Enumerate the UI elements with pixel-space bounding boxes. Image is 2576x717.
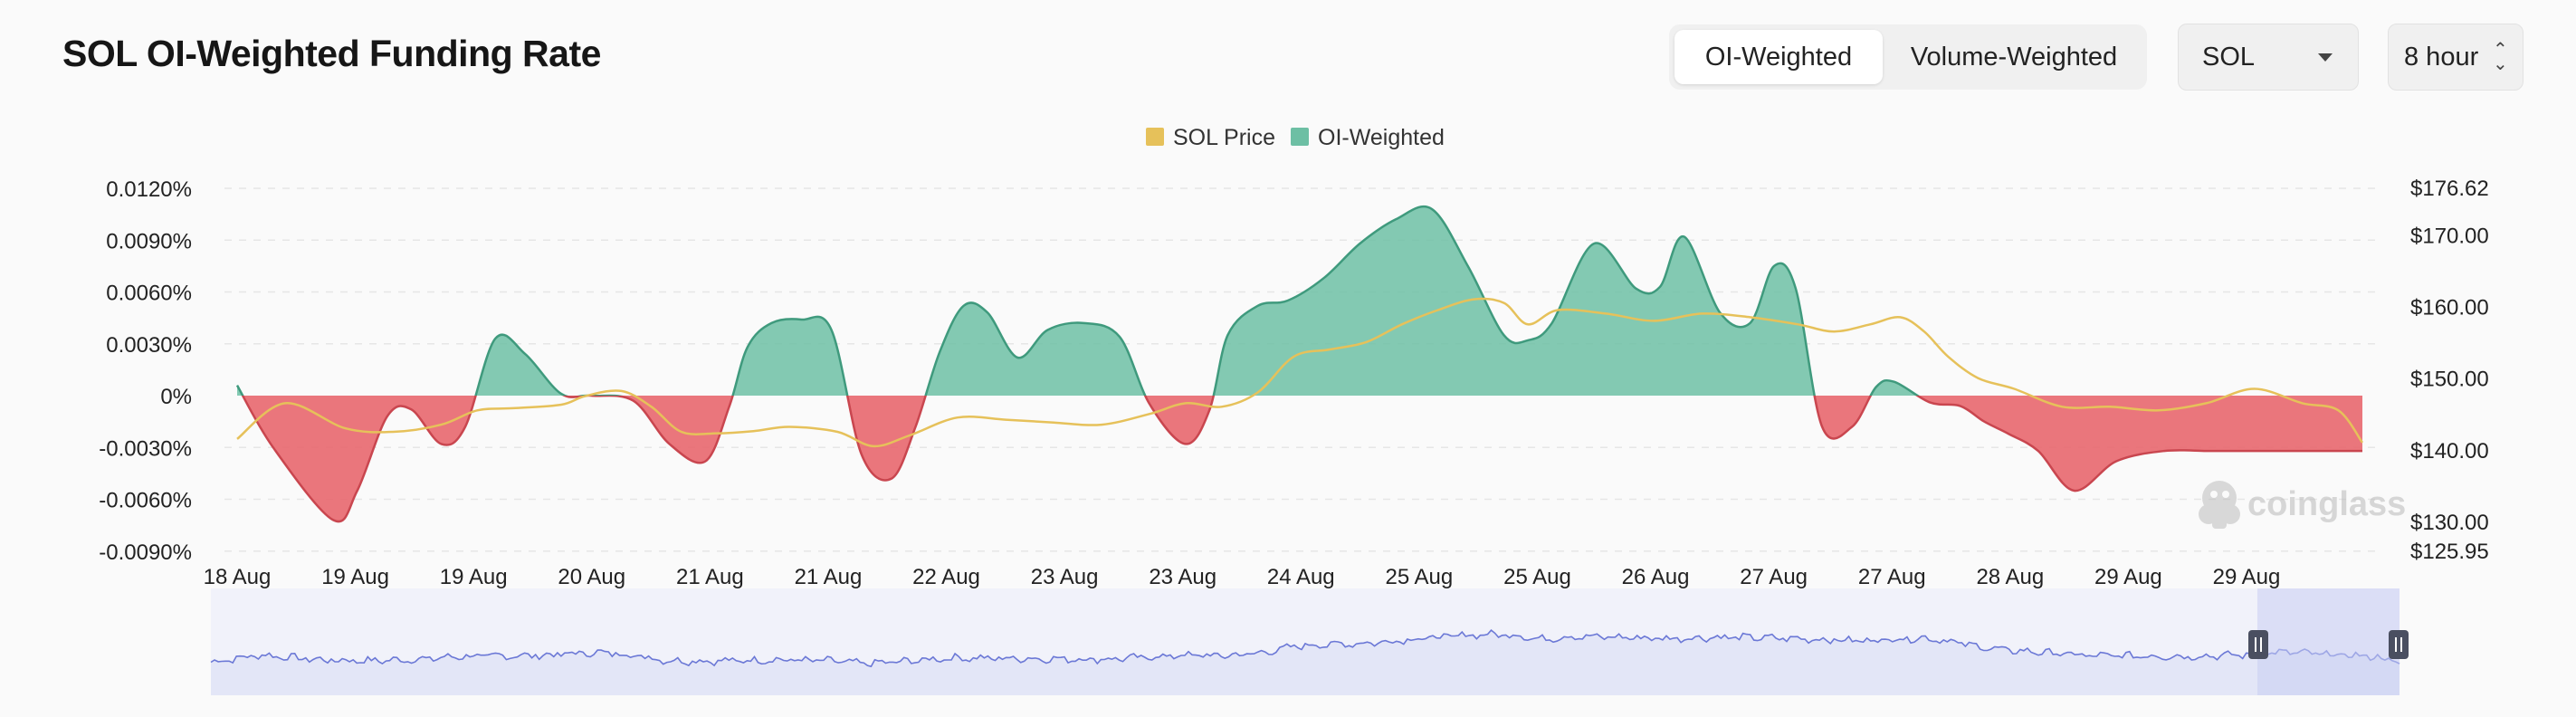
x-tick-label: 27 Aug bbox=[1740, 565, 1808, 589]
chevron-updown-icon: ⌃ ⌄ bbox=[2493, 40, 2508, 74]
y-left-tick-label: 0.0090% bbox=[106, 229, 192, 253]
x-tick-label: 19 Aug bbox=[321, 565, 389, 589]
y-left-tick-label: -0.0090% bbox=[99, 540, 192, 565]
x-tick-label: 25 Aug bbox=[1503, 565, 1571, 589]
x-tick-label: 21 Aug bbox=[795, 565, 863, 589]
x-tick-label: 29 Aug bbox=[2094, 565, 2162, 589]
series-group bbox=[235, 205, 2364, 523]
navigator-handle-right[interactable] bbox=[2389, 630, 2409, 659]
tab-volume-weighted[interactable]: Volume-Weighted bbox=[1910, 42, 2118, 72]
y-right-tick-label: $160.00 bbox=[2410, 296, 2489, 320]
tab-oi-weighted[interactable]: OI-Weighted bbox=[1674, 30, 1883, 84]
navigator-area bbox=[211, 630, 2399, 695]
x-tick-label: 28 Aug bbox=[1976, 565, 2044, 589]
y-right-tick-label: $170.00 bbox=[2410, 224, 2489, 248]
y-right-tick-label: $125.95 bbox=[2410, 540, 2489, 564]
x-tick-label: 21 Aug bbox=[676, 565, 744, 589]
x-tick-label: 23 Aug bbox=[1149, 565, 1216, 589]
page-title: SOL OI-Weighted Funding Rate bbox=[62, 33, 601, 74]
y-axis-left: 0.0120% 0.0090% 0.0060% 0.0030% 0% -0.0030% -0… bbox=[99, 177, 192, 565]
interval-select-value: 8 hour bbox=[2404, 42, 2479, 72]
watermark-text: coinglass bbox=[2247, 485, 2406, 523]
x-tick-label: 20 Aug bbox=[558, 565, 625, 589]
y-right-tick-label: $176.62 bbox=[2410, 177, 2489, 201]
x-tick-label: 23 Aug bbox=[1031, 565, 1099, 589]
interval-select[interactable]: 8 hour ⌃ ⌄ bbox=[2388, 24, 2524, 91]
x-tick-label: 24 Aug bbox=[1267, 565, 1335, 589]
legend-item-oi-weighted[interactable]: OI-Weighted bbox=[1291, 125, 1445, 150]
legend-swatch-oi bbox=[1291, 128, 1309, 146]
y-right-tick-label: $150.00 bbox=[2410, 368, 2489, 392]
x-tick-label: 19 Aug bbox=[440, 565, 508, 589]
y-right-tick-label: $130.00 bbox=[2410, 511, 2489, 535]
series-oi-weighted-positive-line bbox=[235, 205, 1920, 396]
range-navigator[interactable] bbox=[210, 588, 2409, 695]
navigator-line bbox=[210, 628, 2400, 668]
coin-select[interactable]: SOL bbox=[2178, 24, 2359, 91]
legend-swatch-price bbox=[1146, 128, 1164, 146]
x-tick-label: 27 Aug bbox=[1858, 565, 1926, 589]
y-left-tick-label: 0% bbox=[160, 385, 192, 409]
navigator-handle-left[interactable] bbox=[2248, 630, 2268, 659]
series-oi-weighted-negative-area bbox=[237, 396, 2362, 522]
y-axis-right: $176.62 $170.00 $160.00 $150.00 $140.00 $130.… bbox=[2410, 177, 2489, 564]
y-right-tick-label: $140.00 bbox=[2410, 439, 2489, 464]
y-left-tick-label: 0.0030% bbox=[106, 333, 192, 358]
y-left-tick-label: 0.0120% bbox=[106, 177, 192, 202]
coinglass-logo-icon bbox=[2199, 481, 2240, 529]
y-left-tick-label: 0.0060% bbox=[106, 282, 192, 306]
y-left-tick-label: -0.0060% bbox=[99, 489, 192, 513]
legend-label-oi: OI-Weighted bbox=[1318, 125, 1445, 150]
y-left-tick-label: -0.0030% bbox=[99, 436, 192, 461]
series-sol-price-line bbox=[236, 297, 2364, 448]
x-axis: 18 Aug 19 Aug 19 Aug 20 Aug 21 Aug 21 Aug 22 A… bbox=[204, 565, 2281, 589]
navigator-selected-range[interactable] bbox=[2257, 588, 2399, 695]
legend-item-sol-price[interactable]: SOL Price bbox=[1146, 125, 1275, 150]
weighting-toggle: OI-Weighted Volume-Weighted bbox=[1669, 24, 2147, 90]
series-oi-weighted-positive-area bbox=[237, 206, 2362, 396]
x-tick-label: 29 Aug bbox=[2213, 565, 2281, 589]
x-tick-label: 26 Aug bbox=[1622, 565, 1690, 589]
chevron-down-icon bbox=[2318, 53, 2333, 62]
coin-select-value: SOL bbox=[2202, 42, 2256, 72]
x-tick-label: 22 Aug bbox=[912, 565, 980, 589]
legend-label-price: SOL Price bbox=[1173, 125, 1275, 150]
series-oi-weighted-negative-line bbox=[241, 396, 2362, 523]
coinglass-watermark: coinglass bbox=[2199, 481, 2406, 529]
chart-legend: SOL Price OI-Weighted bbox=[1146, 125, 1445, 150]
x-tick-label: 18 Aug bbox=[204, 565, 272, 589]
x-tick-label: 25 Aug bbox=[1386, 565, 1454, 589]
